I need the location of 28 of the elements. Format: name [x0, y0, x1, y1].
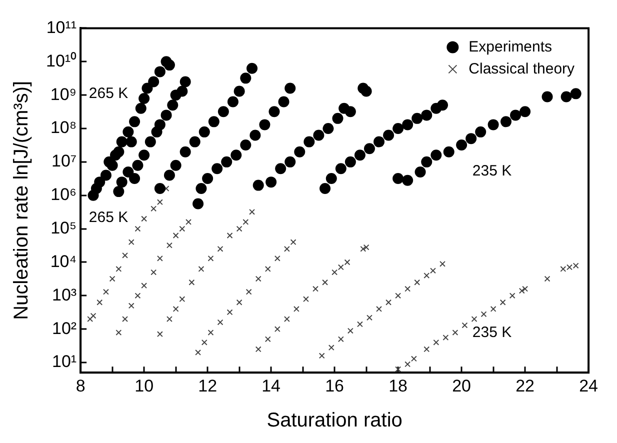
annotation: 235 K: [472, 162, 512, 180]
y-tick-label: 10⁹: [50, 84, 77, 104]
x-tick-label: 18: [388, 376, 408, 396]
y-tick-label: 10⁷: [52, 152, 77, 171]
x-tick-label: 8: [76, 376, 86, 396]
y-tick-label: 10¹¹: [46, 18, 77, 37]
x-tick-label: 22: [516, 376, 535, 396]
x-tick-label: 24: [579, 376, 598, 396]
y-tick-label: 10⁶: [50, 185, 77, 204]
y-tick-label: 10⁴: [50, 252, 77, 271]
y-tick-label: 10⁵: [50, 218, 77, 238]
y-tick-label: 10⁸: [50, 118, 77, 138]
x-tick-label: 20: [452, 376, 472, 396]
y-axis-title: Nucleation rate ln[J/(cm³s)]: [10, 80, 33, 320]
y-tick-label: 10¹⁰: [46, 51, 77, 70]
annotation: 265 K: [88, 208, 128, 226]
x-tick-label: 16: [325, 376, 344, 396]
x-axis-title: Saturation ratio: [266, 410, 402, 432]
x-tick-label: 10: [134, 376, 154, 396]
y-tick-label: 10²: [52, 318, 77, 338]
x-tick-label: 12: [198, 376, 218, 396]
legend-label: Experiments: [468, 38, 552, 56]
annotation: 265 K: [88, 84, 128, 102]
x-tick-label: 14: [262, 376, 281, 396]
y-tick-label: 10¹: [52, 352, 77, 372]
y-tick-label: 10³: [52, 285, 77, 304]
annotation: 235 K: [472, 324, 512, 342]
legend-label: Classical theory: [468, 60, 576, 78]
